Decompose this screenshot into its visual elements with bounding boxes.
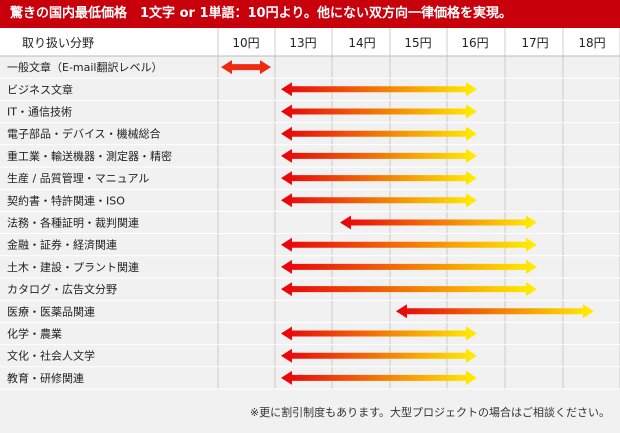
price-range-arrow	[281, 171, 477, 186]
category-label: 法務・各種証明・裁判関連	[7, 216, 139, 230]
price-range-arrow	[281, 282, 537, 297]
price-tick-label: 14円	[348, 36, 375, 50]
price-range-arrow	[281, 237, 537, 252]
category-label: 電子部品・デバイス・機械総合	[7, 127, 161, 141]
price-tick-label: 16円	[461, 36, 488, 50]
price-tick-label: 18円	[578, 36, 605, 50]
price-range-arrow	[281, 348, 477, 363]
category-label: 文化・社会人文学	[7, 349, 95, 363]
price-range-chart: 取り扱い分野 10円 13円 14円 15円 16円 17円 18円 一般文章（E-mail…	[0, 28, 620, 390]
category-label: 重工業・輸送機器・測定器・精密	[7, 149, 172, 163]
price-range-arrow	[281, 326, 477, 341]
category-label: カタログ・広告文分野	[7, 282, 117, 296]
category-label: 契約書・特許関連・ISO	[7, 193, 125, 207]
category-label: 一般文章（E-mail翻訳レベル）	[7, 60, 163, 74]
category-label: 教育・研修関連	[7, 371, 84, 385]
price-tick-label: 13円	[289, 36, 316, 50]
price-range-arrow	[396, 304, 594, 319]
category-label: 生産 / 品質管理・マニュアル	[7, 171, 149, 185]
price-range-arrow	[281, 259, 537, 274]
category-label: IT・通信技術	[7, 106, 72, 119]
grid	[0, 28, 620, 390]
price-tick-label: 15円	[404, 36, 431, 50]
price-tick-label: 17円	[521, 36, 548, 50]
price-range-arrow	[281, 82, 477, 97]
category-rows: 一般文章（E-mail翻訳レベル） ビジネス文章 IT・通信技術電子部品・デバイス・…	[7, 60, 172, 385]
price-range-arrow	[340, 215, 537, 230]
price-tick-label: 10円	[232, 36, 259, 50]
category-label: ビジネス文章	[7, 82, 73, 96]
category-label: 土木・建設・プラント関連	[7, 260, 139, 274]
price-range-arrow	[281, 193, 477, 208]
category-label: 金融・証券・経済関連	[7, 238, 117, 252]
header-row-bg	[0, 28, 620, 56]
footnote: ※更に割引制度もあります。大型プロジェクトの場合はご相談ください。	[249, 406, 610, 419]
price-column-labels: 10円 13円 14円 15円 16円 17円 18円	[232, 36, 605, 50]
price-range-arrow	[281, 148, 477, 163]
category-label: 医療・医薬品関連	[7, 304, 95, 318]
chart-title-banner: 驚きの国内最低価格 1文字 or 1単語：10円より。他にない双方向一律価格を実…	[0, 0, 620, 28]
price-range-arrow	[281, 104, 477, 119]
price-range-arrow	[281, 370, 477, 385]
category-column-header: 取り扱い分野	[22, 36, 94, 50]
price-range-arrow	[281, 126, 477, 141]
chart-area	[0, 28, 620, 433]
price-range-arrow	[221, 60, 271, 75]
price-range-arrows	[221, 60, 594, 385]
category-label: 化学・農業	[7, 327, 62, 341]
